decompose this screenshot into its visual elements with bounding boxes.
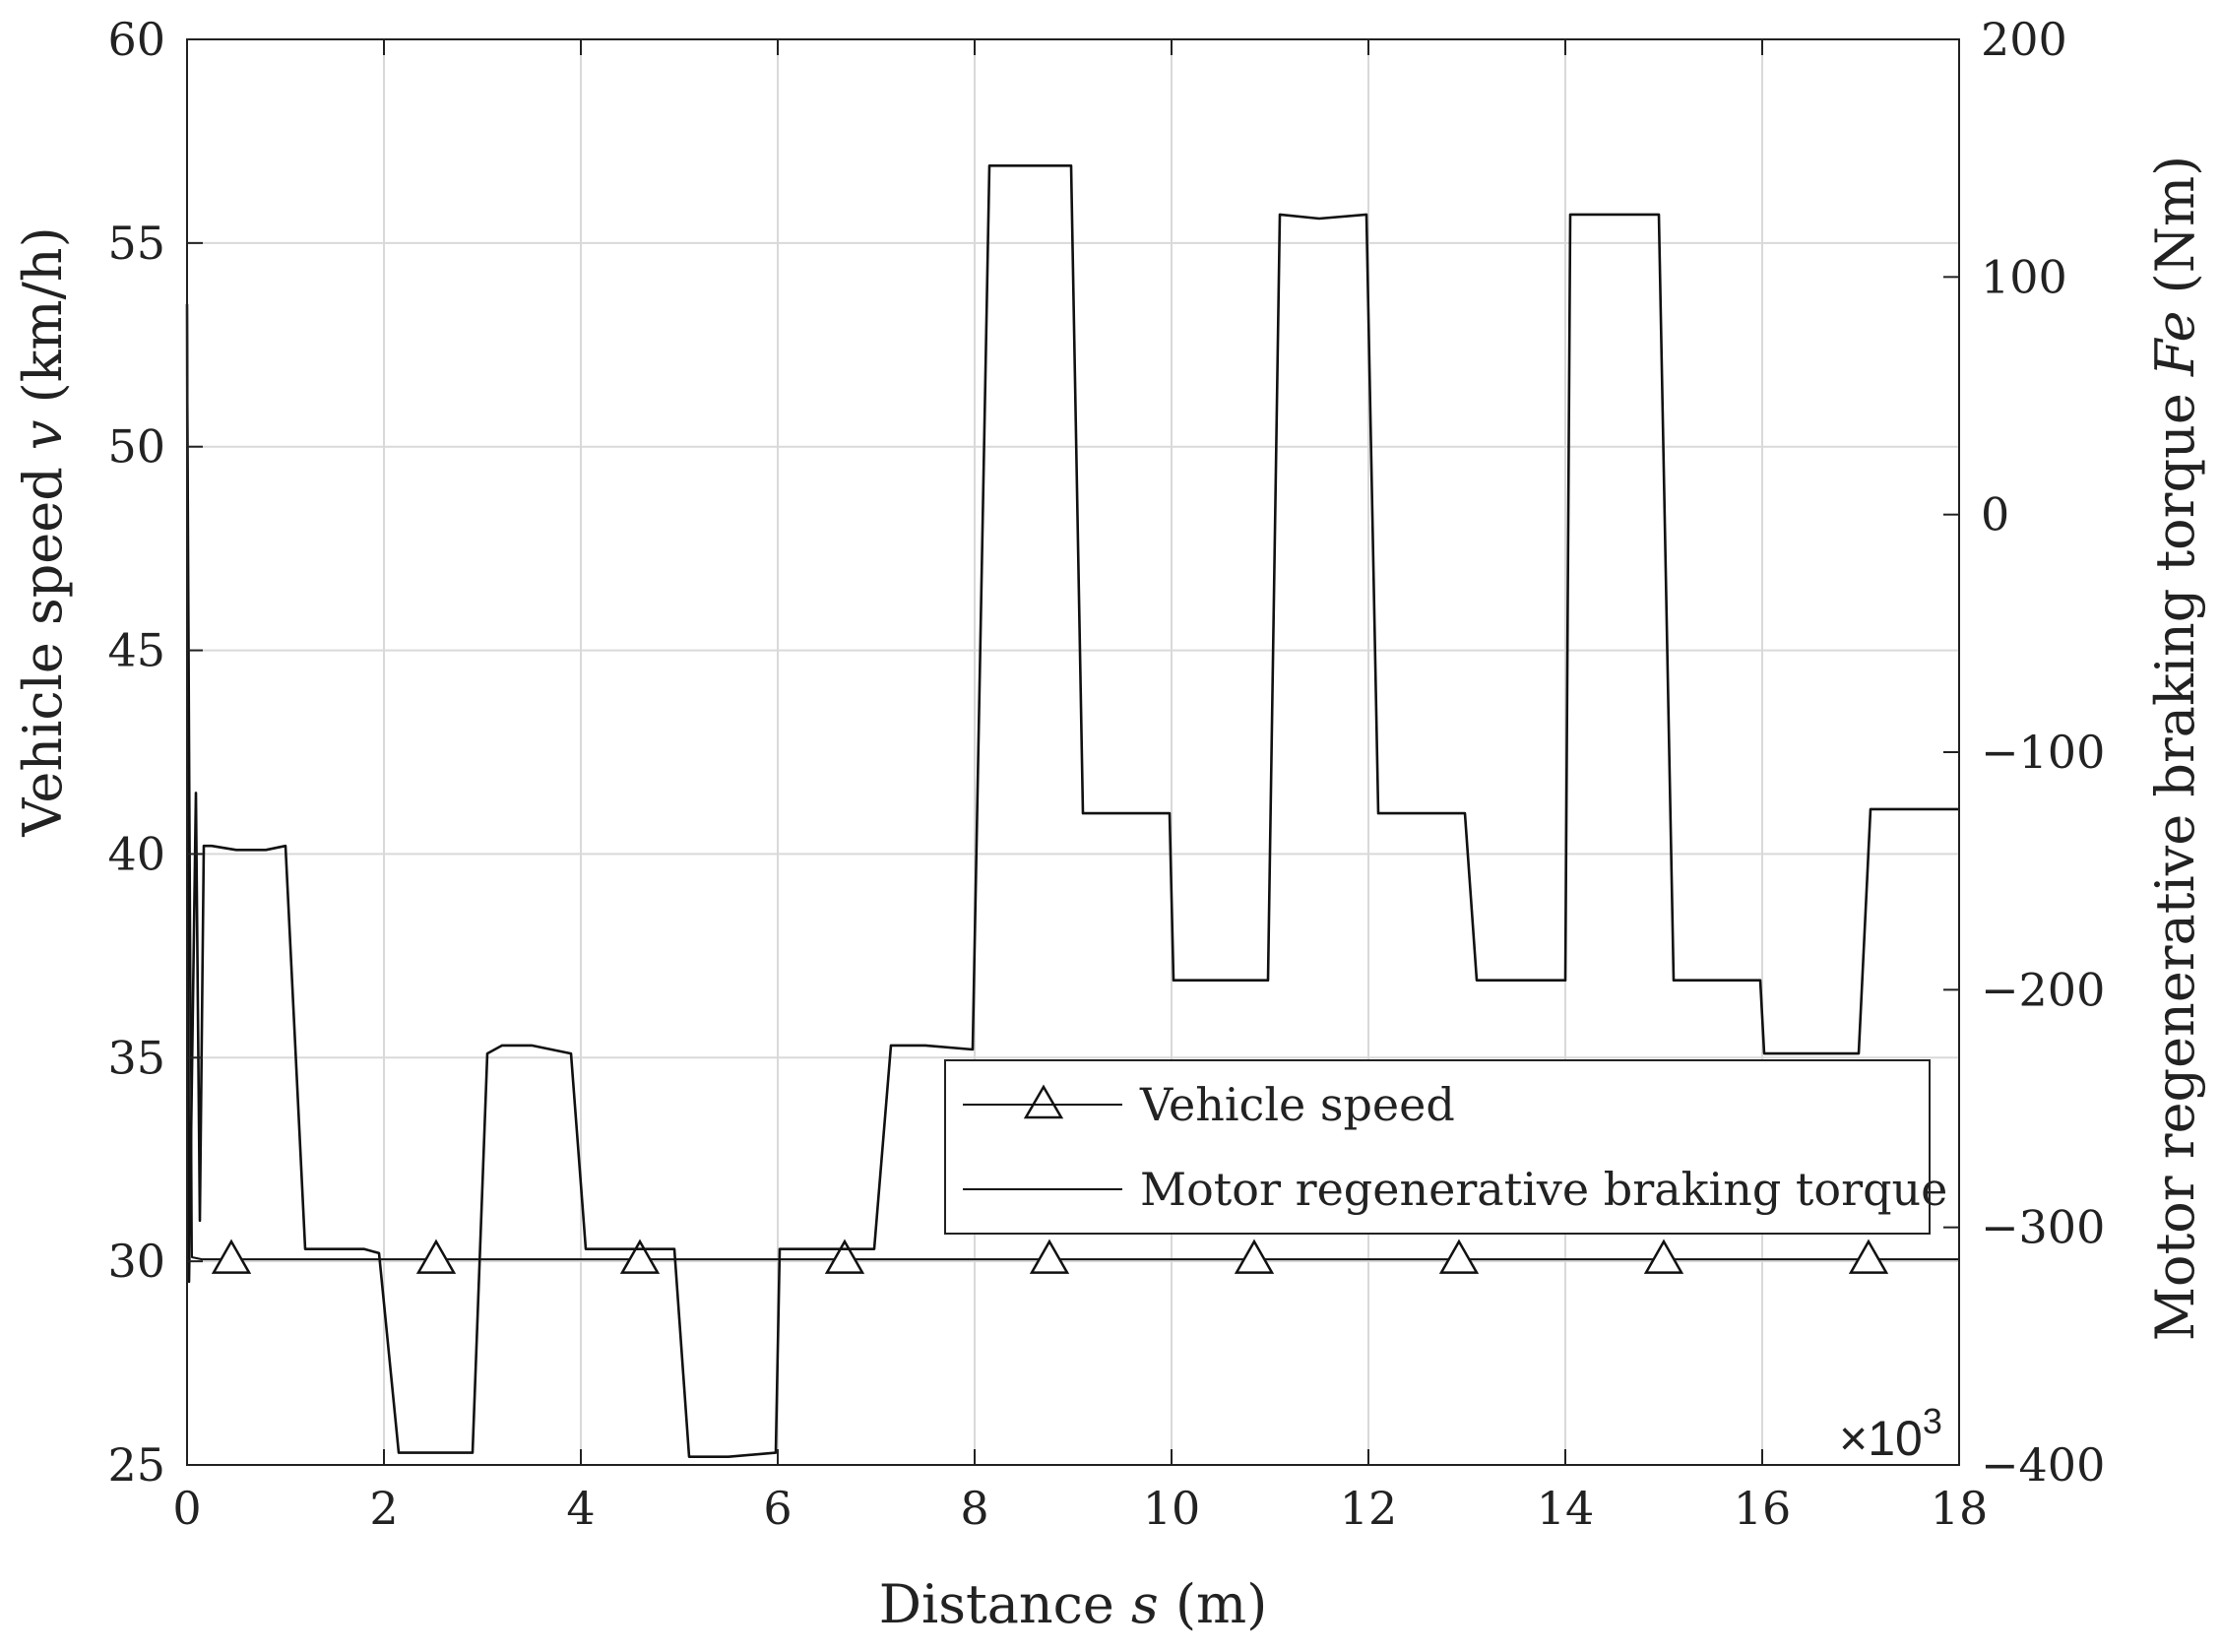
x-axis-title: Distance s (m) <box>879 1573 1268 1635</box>
y-right-axis-title-symbol: Fe <box>2144 311 2206 377</box>
x-axis-title-text: Distance <box>879 1573 1114 1635</box>
x-tick-label: 8 <box>960 1482 988 1535</box>
ticks <box>186 38 1960 1466</box>
x-tick-label: 12 <box>1340 1482 1398 1535</box>
legend-triangle-marker <box>1023 1084 1064 1119</box>
vehicle-speed-marker <box>1029 1239 1070 1274</box>
y-right-axis-title-unit: (Nm) <box>2144 156 2206 294</box>
vehicle-speed-marker <box>1234 1239 1275 1274</box>
y-right-tick-label: 200 <box>1981 13 2067 66</box>
x-tick-label: 4 <box>566 1482 595 1535</box>
x-tick-label: 0 <box>172 1482 201 1535</box>
x-axis-title-symbol: s <box>1131 1573 1159 1635</box>
vehicle-speed-marker <box>1848 1239 1889 1274</box>
x-axis-title-unit: (m) <box>1175 1573 1267 1635</box>
vehicle-speed-marker <box>824 1239 865 1274</box>
y-left-axis-title-symbol: v <box>12 420 74 451</box>
y-right-tick-label: −400 <box>1981 1438 2105 1492</box>
y-left-tick-label: 40 <box>107 827 165 880</box>
y-left-tick-label: 35 <box>107 1031 165 1084</box>
legend-label-motor-torque: Motor regenerative braking torque <box>1140 1163 1947 1216</box>
y-left-tick-label: 45 <box>107 624 165 677</box>
y-left-axis-title: Vehicle speed v (km/h) <box>12 226 74 837</box>
y-right-tick-label: 100 <box>1981 250 2067 303</box>
y-right-axis-title-text: Motor regenerative braking torque <box>2144 393 2206 1341</box>
y-right-tick-label: −200 <box>1981 963 2105 1016</box>
y-left-tick-label: 25 <box>107 1438 165 1492</box>
legend-label-vehicle-speed: Vehicle speed <box>1139 1078 1455 1131</box>
y-left-tick-label: 55 <box>107 217 165 270</box>
x-multiplier-exp: 3 <box>1923 1401 1942 1441</box>
vehicle-speed-line <box>186 303 1959 1261</box>
x-multiplier-base: ×10 <box>1839 1411 1923 1466</box>
x-tick-label: 16 <box>1734 1482 1792 1535</box>
motor-torque-line <box>185 164 1959 1458</box>
vehicle-speed-marker <box>415 1239 457 1274</box>
y-right-axis-title: Motor regenerative braking torque Fe (Nm… <box>2144 156 2206 1341</box>
x-tick-label: 10 <box>1143 1482 1201 1535</box>
legend-box <box>944 1059 1931 1235</box>
legend: Vehicle speed Motor regenerative braking… <box>944 1059 1947 1235</box>
x-tick-label: 2 <box>369 1482 398 1535</box>
x-tick-label: 6 <box>763 1482 792 1535</box>
y-left-axis-title-text: Vehicle speed <box>12 467 74 837</box>
x-tick-label: 18 <box>1931 1482 1989 1535</box>
y-left-tick-label: 50 <box>107 420 165 474</box>
y-left-axis-title-unit: (km/h) <box>12 226 74 403</box>
y-right-tick-label: −300 <box>1981 1201 2105 1254</box>
x-tick-label: 14 <box>1537 1482 1595 1535</box>
y-left-tick-label: 30 <box>107 1235 165 1288</box>
vehicle-speed-marker <box>211 1239 252 1274</box>
x-multiplier: ×103 <box>1839 1401 1942 1466</box>
y-right-tick-label: −100 <box>1981 726 2105 779</box>
vehicle-speed-marker <box>619 1239 661 1274</box>
tick-labels: 0 2 4 6 8 10 12 14 16 182530354045505560−400−300−… <box>107 13 2105 1535</box>
vehicle-speed-marker <box>1643 1239 1684 1274</box>
y-left-tick-label: 60 <box>107 13 165 66</box>
y-right-tick-label: 0 <box>1981 488 2009 541</box>
series-layer <box>185 164 1959 1458</box>
vehicle-speed-marker <box>1438 1239 1480 1274</box>
